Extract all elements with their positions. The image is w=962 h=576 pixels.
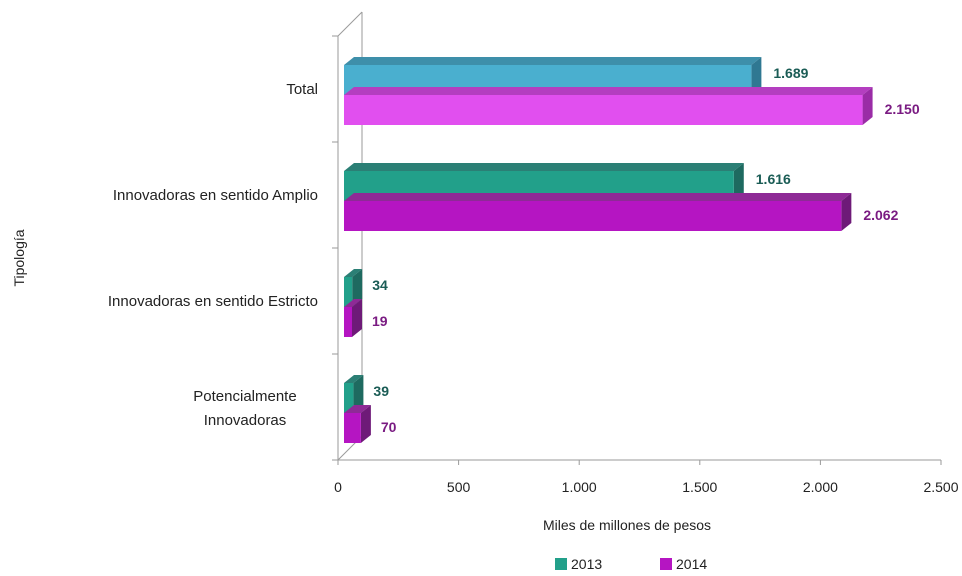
category-label: Innovadoras en sentido Estricto (108, 293, 318, 310)
x-tick-label: 1.500 (682, 479, 717, 495)
bar-top-face (344, 269, 363, 277)
bar-side-face (841, 193, 852, 231)
x-axis-title: Miles de millones de pesos (543, 517, 711, 533)
y-axis-title: Tipología (11, 229, 27, 286)
bar-top-face (344, 87, 873, 95)
bar-2014 (344, 95, 863, 125)
data-label-2013: 39 (373, 383, 389, 399)
x-tick-label: 2.000 (803, 479, 838, 495)
legend: 2013 2014 (555, 556, 707, 572)
x-tick-label: 0 (334, 479, 342, 495)
data-label-2014: 2.150 (885, 101, 920, 117)
bar-side-face (353, 375, 364, 413)
data-label-2013: 1.616 (756, 171, 791, 187)
bar-top-face (344, 193, 852, 201)
bar-side-face (751, 57, 762, 95)
bar-top-face (344, 405, 371, 413)
category-label-line: Potencialmente (193, 388, 296, 405)
legend-label-2014: 2014 (676, 556, 707, 572)
bar-2013 (344, 277, 353, 307)
bars-group (344, 57, 873, 443)
bar-side-face (360, 405, 371, 443)
data-label-2013: 1.689 (773, 65, 808, 81)
data-label-2014: 70 (381, 419, 397, 435)
legend-swatch-2014 (660, 558, 672, 570)
category-label-line: Innovadoras (204, 412, 287, 429)
category-labels-group: Total Innovadoras en sentido Amplio Innova… (108, 81, 318, 429)
left-wall-top-edge (337, 11, 363, 37)
category-label: Innovadoras en sentido Amplio (113, 187, 318, 204)
bar-side-face (352, 299, 362, 337)
bar-2014 (344, 307, 352, 337)
data-labels-group: 1.689 2.150 1.616 2.062 34 19 39 70 (372, 65, 920, 435)
bar-top-face (344, 163, 744, 171)
category-label: Total (286, 81, 318, 98)
legend-swatch-2013 (555, 558, 567, 570)
data-label-2014: 19 (372, 313, 388, 329)
bar-top-face (344, 375, 364, 383)
bar-top-face (344, 57, 762, 65)
category-label: Potencialmente Innovadoras (193, 388, 296, 429)
x-tick-label: 2.500 (923, 479, 958, 495)
x-tick-labels-group: 0 500 1.000 1.500 2.000 2.500 (334, 460, 959, 495)
bar-2014 (344, 201, 842, 231)
bar-2014 (344, 413, 361, 443)
bar-top-face (344, 299, 362, 307)
x-tick-label: 500 (447, 479, 471, 495)
bar-side-face (862, 87, 873, 125)
x-tick-label: 1.000 (562, 479, 597, 495)
bar-2013 (344, 383, 354, 413)
data-label-2014: 2.062 (863, 207, 898, 223)
bar-side-face (352, 269, 363, 307)
legend-label-2013: 2013 (571, 556, 602, 572)
data-label-2013: 34 (372, 277, 388, 293)
bar-side-face (733, 163, 744, 201)
